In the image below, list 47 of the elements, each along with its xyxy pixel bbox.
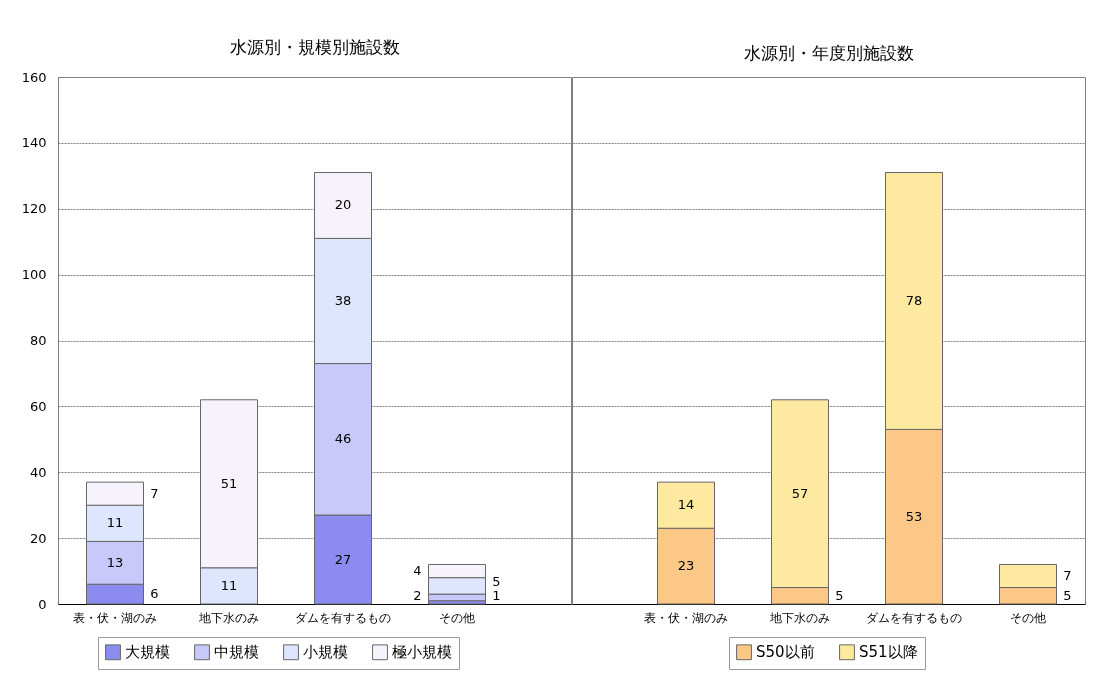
data-label: 7 — [1063, 568, 1072, 583]
data-label: 51 — [220, 475, 238, 491]
x-tick-label: 地下水のみ — [198, 610, 259, 625]
data-label: 2 — [413, 588, 422, 603]
data-label: 11 — [106, 515, 124, 531]
data-label: 57 — [791, 485, 809, 501]
legend-label: 大規模 — [125, 643, 170, 662]
chart-title: 水源別・年度別施設数 — [743, 43, 914, 63]
data-label: 1 — [492, 588, 501, 603]
y-tick-label: 100 — [21, 267, 47, 283]
data-label: 5 — [1063, 587, 1072, 603]
data-label: 78 — [905, 292, 923, 308]
y-tick-label: 0 — [38, 596, 47, 612]
data-label: 38 — [334, 292, 352, 308]
data-label: 20 — [334, 197, 352, 213]
chart-title: 水源別・規模別施設数 — [229, 37, 400, 57]
data-label: 46 — [334, 431, 352, 447]
x-tick-label: ダムを有するもの — [866, 610, 962, 625]
x-tick-label: ダムを有するもの — [295, 610, 391, 625]
data-label: 27 — [334, 551, 352, 567]
data-label: 5 — [492, 574, 501, 589]
data-label: 11 — [220, 577, 238, 593]
data-label: 5 — [835, 587, 844, 603]
x-tick-label: 表・伏・湖のみ — [73, 610, 157, 625]
data-label: 7 — [150, 485, 159, 501]
y-tick-label: 60 — [29, 398, 47, 414]
data-label: 13 — [106, 554, 124, 570]
x-tick-label: その他 — [1010, 610, 1046, 625]
y-tick-label: 120 — [21, 201, 47, 217]
legend-label: S51以降 — [859, 643, 918, 662]
legend-label: 小規模 — [303, 643, 348, 662]
legend-label: S50以前 — [756, 643, 815, 662]
y-tick-label: 80 — [29, 333, 47, 348]
data-label: 23 — [677, 558, 695, 574]
y-tick-label: 20 — [29, 530, 47, 546]
data-label: 6 — [150, 586, 159, 602]
data-label: 14 — [677, 497, 695, 513]
data-label: 53 — [905, 508, 923, 524]
data-label: 4 — [413, 563, 422, 579]
x-tick-label: 地下水のみ — [769, 610, 830, 625]
legend-label: 中規模 — [214, 643, 259, 662]
y-tick-label: 140 — [21, 135, 47, 151]
x-tick-label: その他 — [439, 610, 475, 625]
legend-label: 極小規模 — [392, 643, 452, 662]
y-tick-label: 40 — [29, 464, 47, 480]
y-tick-label: 160 — [21, 69, 47, 85]
x-tick-label: 表・伏・湖のみ — [644, 610, 728, 625]
